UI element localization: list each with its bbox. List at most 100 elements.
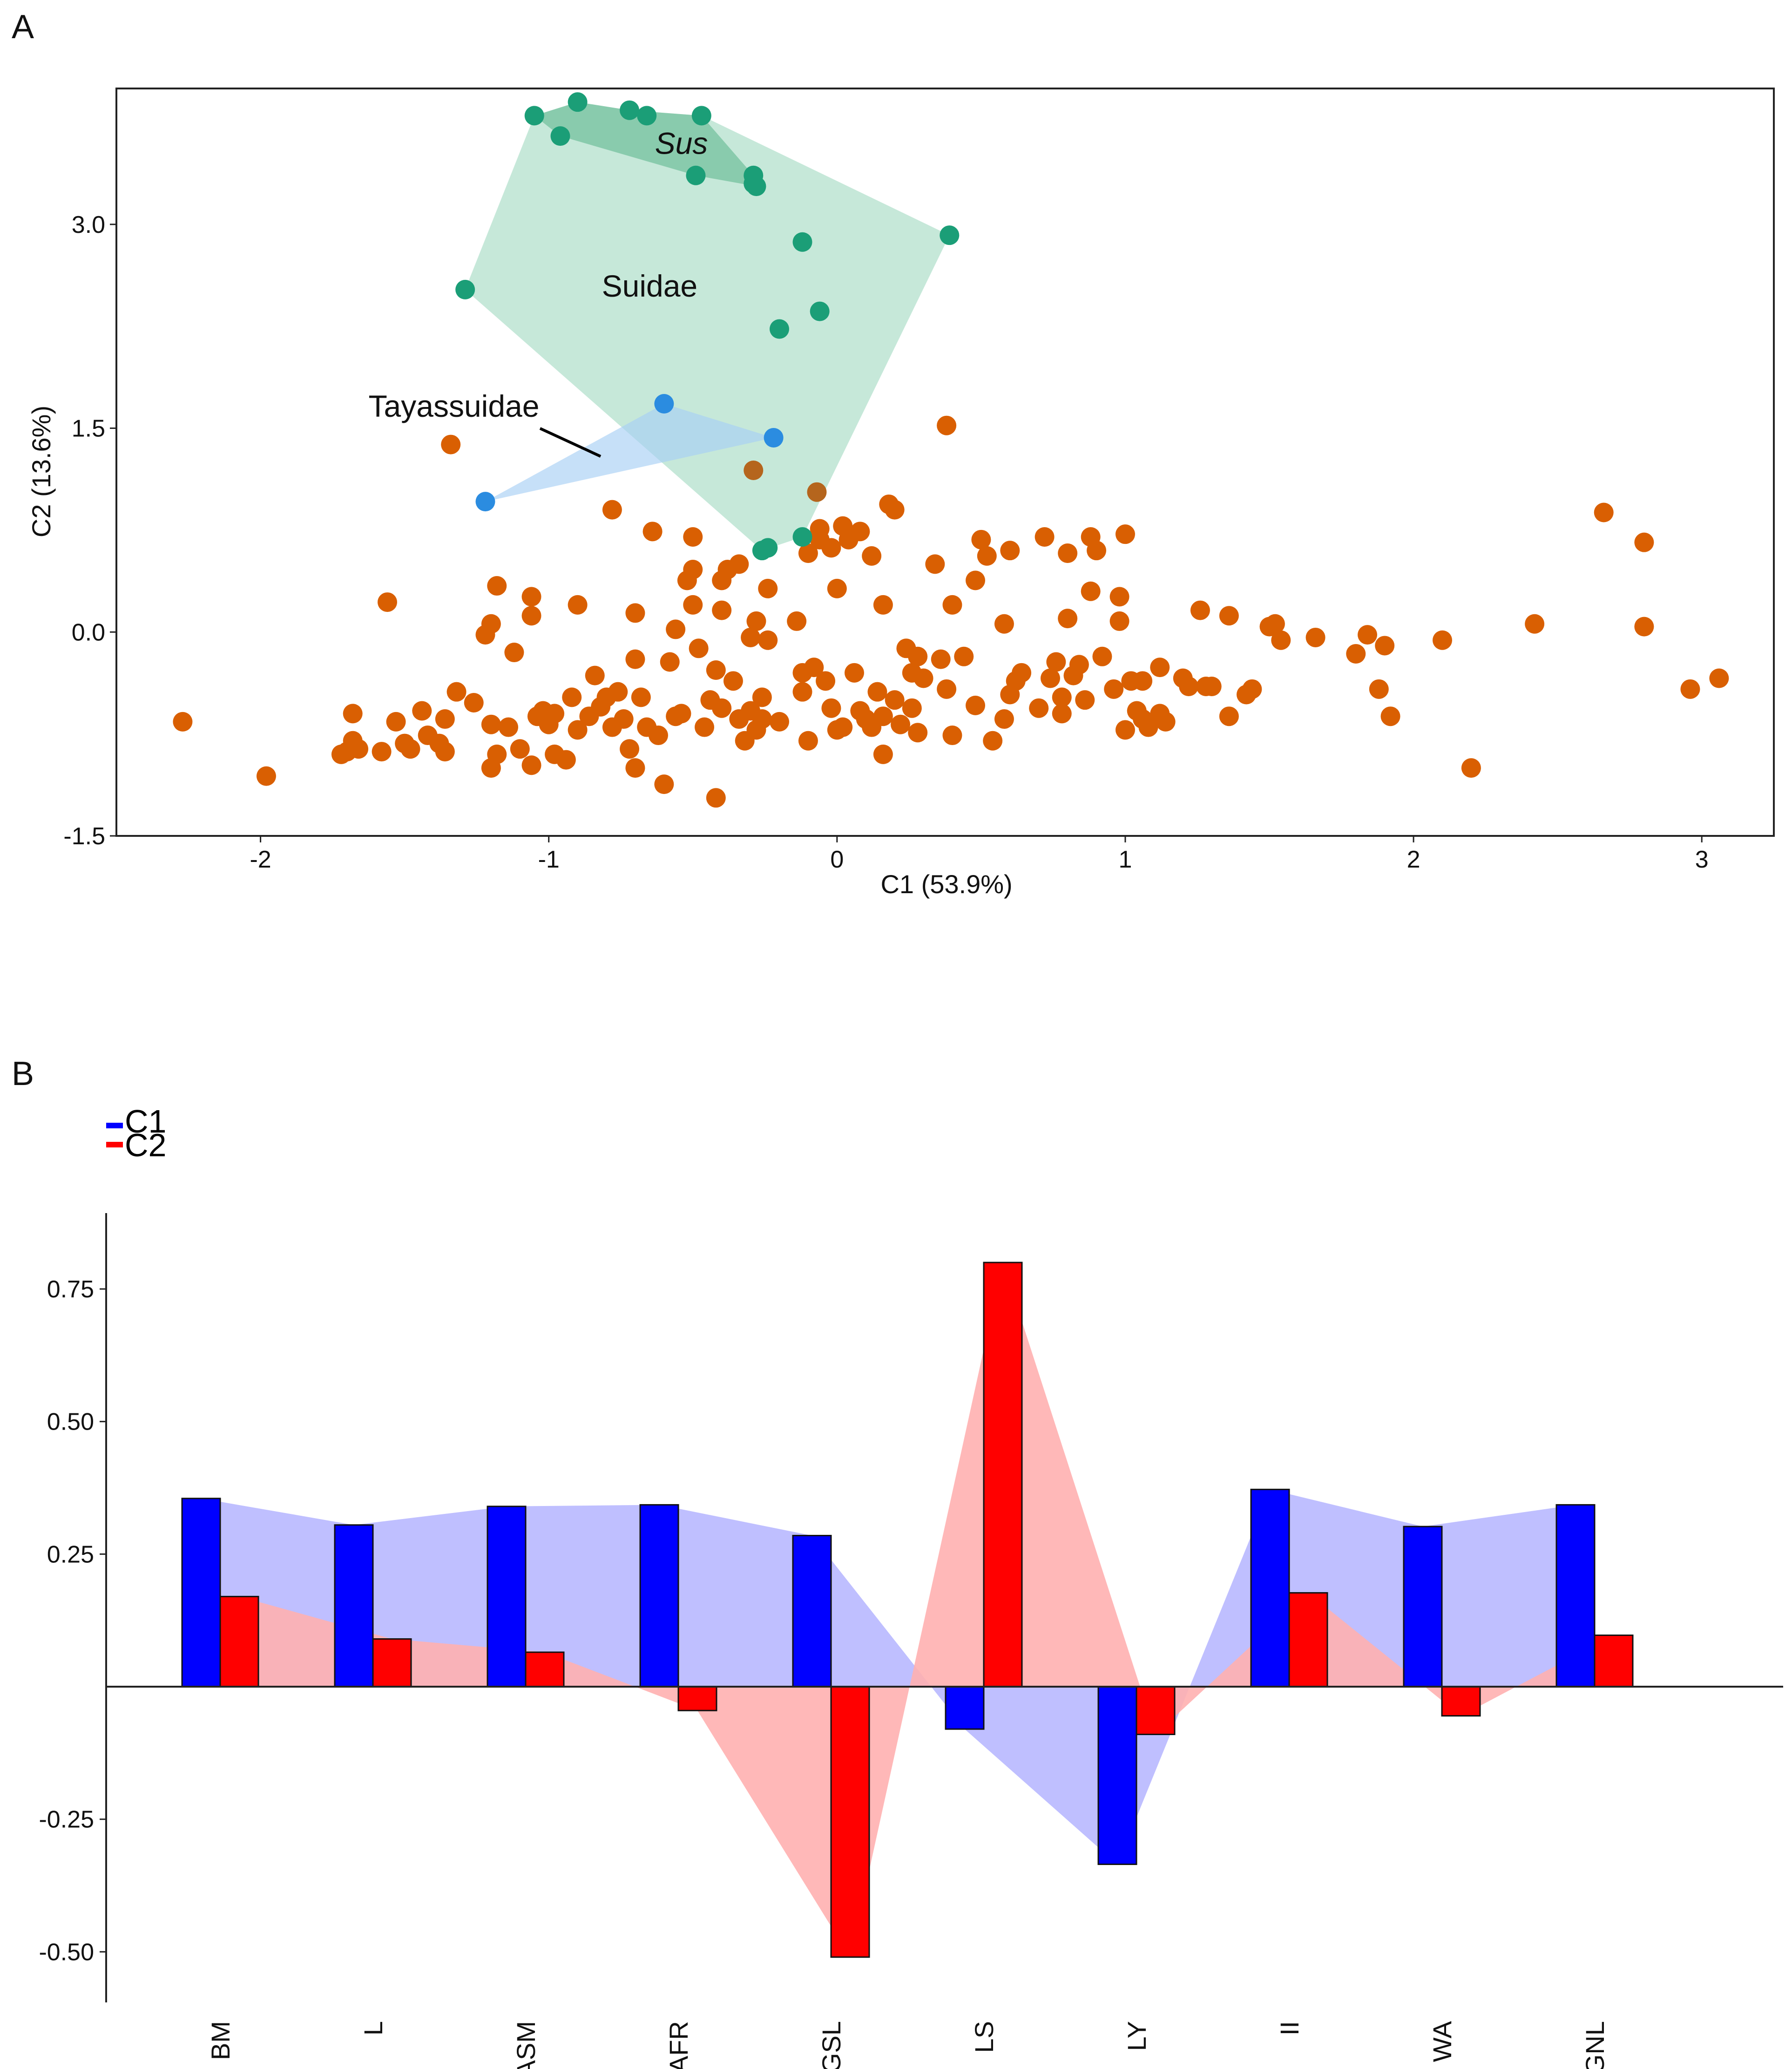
point-other bbox=[614, 709, 634, 729]
point-other bbox=[412, 701, 432, 721]
scatter-points bbox=[173, 92, 1729, 808]
panel-b-label: B bbox=[12, 1055, 34, 1092]
point-other bbox=[481, 614, 501, 634]
point-other bbox=[625, 649, 645, 669]
point-other bbox=[1271, 630, 1291, 650]
y-tick-label: 0.0 bbox=[72, 619, 105, 646]
bar-c1-gsl bbox=[792, 1534, 832, 1688]
point-other bbox=[891, 714, 911, 734]
annotation-suidae: Suidae bbox=[602, 269, 698, 303]
point-other bbox=[343, 704, 363, 724]
x-tick-label: 3 bbox=[1695, 846, 1709, 873]
y-tick-label: 0.25 bbox=[47, 1541, 94, 1568]
point-other bbox=[827, 578, 847, 598]
point-other bbox=[758, 578, 778, 598]
point-other bbox=[689, 638, 709, 658]
point-other bbox=[556, 750, 576, 770]
point-other bbox=[1104, 679, 1124, 699]
x-tick-label: 2 bbox=[1407, 846, 1420, 873]
point-other bbox=[994, 614, 1014, 634]
bar-c1-afr bbox=[639, 1504, 679, 1688]
point-other bbox=[873, 744, 893, 764]
point-other bbox=[798, 543, 818, 563]
point-other bbox=[620, 739, 640, 759]
point-other bbox=[862, 546, 882, 566]
point-suidae bbox=[524, 106, 544, 126]
point-suidae bbox=[810, 301, 830, 321]
point-other bbox=[977, 546, 997, 566]
point-other bbox=[660, 652, 680, 672]
point-other bbox=[1634, 617, 1654, 637]
y-axis-ticks: -1.5 0.0 1.5 3.0 bbox=[63, 211, 116, 850]
point-other bbox=[810, 519, 830, 539]
point-suidae bbox=[770, 319, 789, 339]
point-other bbox=[642, 522, 663, 542]
point-other bbox=[1346, 644, 1366, 664]
bar-c2-afr bbox=[677, 1686, 717, 1711]
point-other bbox=[1525, 614, 1545, 634]
point-other bbox=[683, 527, 703, 547]
x-tick-label: 0 bbox=[830, 846, 844, 873]
profile-fill-c1 bbox=[201, 1489, 1576, 1865]
point-other bbox=[729, 554, 749, 574]
point-other bbox=[971, 529, 991, 549]
point-other bbox=[666, 619, 686, 639]
group-hulls bbox=[465, 102, 950, 551]
point-other bbox=[844, 663, 864, 683]
point-other bbox=[1081, 581, 1101, 601]
point-other bbox=[1000, 541, 1020, 561]
point-other bbox=[1046, 652, 1066, 672]
point-other bbox=[752, 709, 772, 729]
bar-c1-wa bbox=[1403, 1526, 1443, 1688]
point-other bbox=[521, 587, 541, 607]
point-other bbox=[885, 500, 905, 520]
point-other bbox=[931, 649, 951, 669]
x-category-label: ASM bbox=[511, 2021, 541, 2069]
point-other bbox=[256, 766, 276, 786]
point-other bbox=[942, 595, 962, 615]
point-other bbox=[435, 709, 455, 729]
bar-c2-l bbox=[372, 1638, 412, 1688]
point-other bbox=[464, 693, 484, 713]
bar-c1-asm bbox=[487, 1506, 527, 1688]
point-other bbox=[908, 646, 928, 666]
bar-c1-gnl bbox=[1555, 1504, 1596, 1688]
point-suidae bbox=[568, 92, 588, 112]
point-other bbox=[925, 554, 945, 574]
point-other bbox=[481, 714, 501, 734]
point-other bbox=[850, 522, 870, 542]
point-other bbox=[804, 658, 824, 678]
point-other bbox=[937, 415, 957, 435]
point-other bbox=[435, 742, 455, 762]
point-other bbox=[510, 739, 530, 759]
legend-label-c2: C2 bbox=[125, 1127, 166, 1163]
point-other bbox=[1058, 543, 1078, 563]
point-other bbox=[1069, 655, 1089, 675]
point-other bbox=[1369, 679, 1389, 699]
point-other bbox=[706, 660, 726, 680]
point-other bbox=[1242, 679, 1262, 699]
point-other bbox=[521, 606, 541, 626]
point-other bbox=[966, 695, 986, 715]
y-tick-label: 1.5 bbox=[72, 415, 105, 442]
point-other bbox=[1115, 720, 1135, 740]
point-other bbox=[1029, 698, 1049, 718]
point-suidae bbox=[686, 165, 706, 185]
point-suidae bbox=[940, 225, 960, 245]
point-other bbox=[487, 576, 507, 596]
point-other bbox=[1265, 614, 1285, 634]
point-other bbox=[994, 709, 1014, 729]
point-suidae bbox=[550, 126, 570, 146]
point-other bbox=[1375, 636, 1395, 656]
bar-c1-ii bbox=[1250, 1488, 1290, 1688]
point-other bbox=[648, 726, 668, 746]
point-tayassuidae bbox=[475, 492, 495, 512]
point-other bbox=[723, 671, 743, 691]
point-other bbox=[562, 687, 582, 707]
point-other bbox=[758, 630, 778, 650]
point-suidae bbox=[746, 176, 766, 197]
point-other bbox=[1150, 658, 1170, 678]
y-tick-label: -1.5 bbox=[63, 823, 105, 850]
bar-c2-gsl bbox=[830, 1686, 870, 1958]
